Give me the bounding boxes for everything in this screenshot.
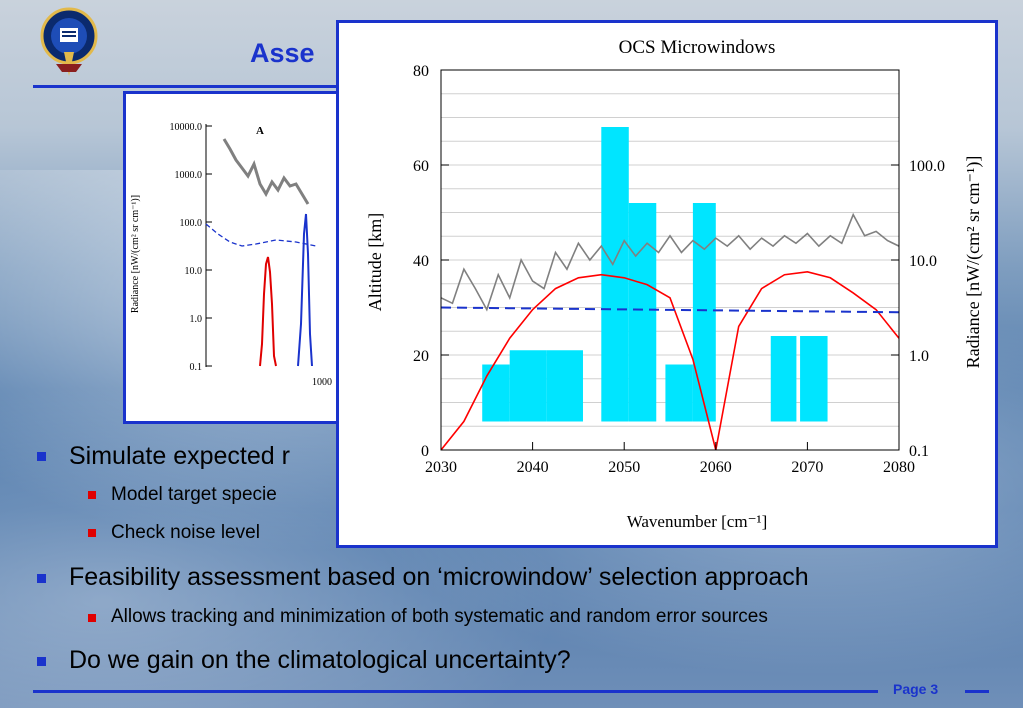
y2-tick-label-0.1: 0.1 (909, 443, 929, 460)
y-tick-label-20: 20 (413, 348, 429, 365)
sub-bullet-marker (88, 491, 96, 499)
radiance-gray-series (440, 212, 900, 312)
microwindow-bar-5 (628, 203, 657, 422)
inset-chart: Radiance [nW/(cm² sr cm⁻¹)] 10000.0 1000.… (130, 122, 332, 388)
microwindow-bar-8 (770, 336, 797, 422)
bullet-check-noise: Check noise level (111, 522, 260, 543)
x-tick-label-2050: 2050 (608, 459, 640, 476)
chart-title: OCS Microwindows (619, 37, 776, 58)
microwindow-bar-6 (665, 364, 693, 422)
microwindow-bar-3 (546, 350, 583, 422)
inset-y-tick-label: 100.0 (180, 218, 203, 229)
y2-tick-label-100.0: 100.0 (909, 158, 945, 175)
y2-tick-label-10.0: 10.0 (909, 253, 937, 270)
y-tick-label-40: 40 (413, 253, 429, 270)
inset-chart-panel: Radiance [nW/(cm² sr cm⁻¹)] 10000.0 1000.… (123, 91, 343, 424)
inset-y-tick-label: 10.0 (185, 266, 203, 277)
x-axis-label: Wavenumber [cm⁻¹] (627, 512, 768, 531)
x-tick-label-2070: 2070 (791, 459, 823, 476)
y-tick-label-0: 0 (421, 443, 429, 460)
footer-rule (33, 690, 878, 693)
inset-red-line (259, 256, 277, 367)
slide-title: Asse (250, 38, 315, 68)
microwindow-bar-2 (509, 350, 547, 422)
bullet-marker (37, 452, 46, 461)
x-tick-label-2030: 2030 (425, 459, 457, 476)
page-number: Page 3 (893, 681, 939, 697)
y-tick-label-80: 80 (413, 63, 429, 80)
inset-chart-title: A (256, 125, 264, 137)
main-chart-panel: OCS Microwindows 2030 2040 2050 2060 2070 208… (336, 20, 998, 548)
bullet-climatological: Do we gain on the climatological uncerta… (69, 646, 571, 674)
microwindow-bar-9 (800, 336, 828, 422)
bullet-feasibility: Feasibility assessment based on ‘microwi… (69, 563, 809, 591)
footer-rule-end (965, 690, 989, 693)
microwindow-bar-7 (692, 203, 716, 422)
microwindow-bar-1 (482, 364, 510, 422)
inset-gray-line (222, 138, 310, 205)
sub-bullet-marker (88, 614, 96, 622)
y-tick-label-60: 60 (413, 158, 429, 175)
university-crest-icon (40, 7, 98, 76)
x-tick-label-2060: 2060 (700, 459, 732, 476)
inset-xtick-1000: 1000 (312, 377, 332, 388)
bullet-model-target: Model target specie (111, 484, 277, 505)
bullet-allows-tracking: Allows tracking and minimization of both… (111, 606, 768, 627)
sub-bullet-marker (88, 529, 96, 537)
x-tick-label-2040: 2040 (517, 459, 549, 476)
bullet-marker (37, 574, 46, 583)
bullet-simulate: Simulate expected r (69, 442, 290, 470)
inset-ylabel: Radiance [nW/(cm² sr cm⁻¹)] (130, 195, 141, 313)
y2-axis-label: Radiance [nW/(cm² sr cm⁻¹)] (963, 156, 984, 369)
inset-blue-line (297, 213, 313, 367)
ocs-microwindows-chart: OCS Microwindows 2030 2040 2050 2060 2070 208… (365, 37, 984, 531)
title-rule (33, 85, 338, 88)
inset-y-tick-label: 1000.0 (175, 170, 203, 181)
noise-level-dashed-line (440, 306, 900, 314)
y2-tick-label-1.0: 1.0 (909, 348, 929, 365)
inset-y-tick-label: 10000.0 (170, 122, 203, 133)
microwindow-bar-4 (601, 127, 629, 422)
inset-y-tick-label: 1.0 (190, 314, 203, 325)
radiance-red-series (440, 271, 900, 451)
y-axis-label: Altitude [km] (365, 213, 385, 311)
x-tick-label-2080: 2080 (883, 459, 915, 476)
inset-blue-dash (205, 223, 317, 247)
bullet-marker (37, 657, 46, 666)
inset-y-tick-label: 0.1 (190, 362, 203, 373)
